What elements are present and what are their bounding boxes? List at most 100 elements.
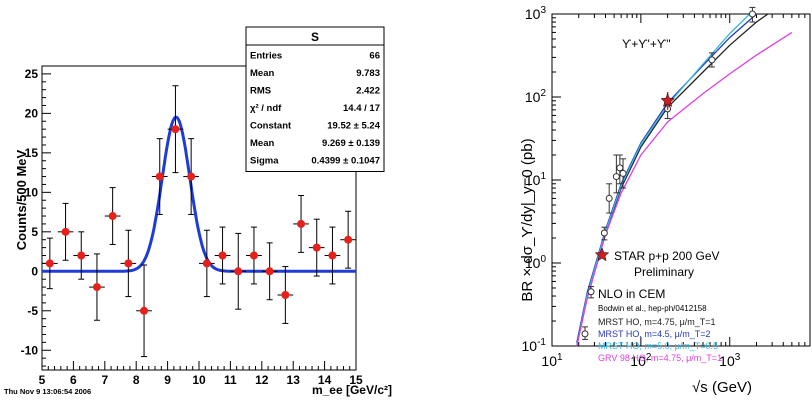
x-tick-exponent: 3 <box>735 352 741 363</box>
marker <box>312 243 321 252</box>
legend-reference: Bodwin et al., hep-ph/0412158 <box>598 304 707 313</box>
data-point <box>57 202 74 261</box>
plot-title: ϒ+ϒ'+ϒ'' <box>622 37 671 51</box>
y-tick-label: -5 <box>27 304 38 318</box>
x-tick-label: 9 <box>164 373 171 387</box>
marker <box>344 235 353 244</box>
theory-curve <box>576 14 751 346</box>
stats-value: 0.4399 ± 0.1047 <box>311 156 380 167</box>
legend-star-label: STAR p+p 200 GeV <box>614 249 720 263</box>
x-tick-label: 8 <box>133 373 140 387</box>
data-point <box>581 326 589 340</box>
gaussian-fit <box>42 115 356 273</box>
marker <box>612 173 620 181</box>
data-point <box>605 183 613 214</box>
x-tick-label: 103 <box>719 352 741 369</box>
data-point <box>261 242 278 301</box>
y-tick-label: 5 <box>31 225 38 239</box>
marker <box>281 290 290 299</box>
marker <box>187 172 196 181</box>
data-point <box>246 226 262 285</box>
data-point <box>167 85 184 174</box>
marker <box>171 125 180 134</box>
fit-curve <box>42 115 356 273</box>
data-point <box>708 52 716 68</box>
y-tick-label: 103 <box>525 5 547 22</box>
marker <box>124 259 133 268</box>
stats-value: 9.783 <box>356 68 380 79</box>
marker <box>155 172 164 181</box>
x-tick-exponent: 2 <box>646 352 652 363</box>
data-point <box>340 210 356 269</box>
stats-value: 2.422 <box>356 86 380 97</box>
data-points <box>42 85 356 358</box>
stats-box: S Entries 66 Mean 9.783 RMS 2.422 χ² / ndf 14.4 … <box>245 26 385 172</box>
world-data-points <box>581 6 756 340</box>
data-point <box>293 194 309 253</box>
stats-label: RMS <box>250 86 271 97</box>
marker <box>605 194 613 202</box>
marker <box>45 259 54 268</box>
y-tick-label: 25 <box>25 67 39 81</box>
stats-label: Entries <box>250 51 282 62</box>
left-axes: 5 6 7 8 9 10 11 12 13 14 15 -10 -5 0 5 10 15 20 25 <box>21 65 363 387</box>
x-axis-label: √s (GeV) <box>692 379 752 396</box>
x-tick-label: 6 <box>70 373 77 387</box>
y-tick-label: 0 <box>31 264 38 278</box>
marker <box>708 56 716 64</box>
stats-value: 19.52 ± 5.24 <box>327 121 380 132</box>
left-chart: 5 6 7 8 9 10 11 12 13 14 15 -10 -5 0 5 10 15 20 25 Counts/… <box>0 0 400 398</box>
data-point <box>120 229 137 298</box>
marker <box>616 164 624 172</box>
marker <box>587 288 595 296</box>
data-point <box>214 226 231 285</box>
y-tick-exponent: 2 <box>540 88 546 99</box>
data-point <box>136 264 152 358</box>
marker <box>265 267 274 276</box>
marker <box>234 267 243 276</box>
data-point <box>308 218 325 277</box>
star-point <box>660 91 675 110</box>
data-point <box>89 253 105 321</box>
stats-label: Constant <box>250 121 292 132</box>
y-tick-label: 20 <box>25 106 39 120</box>
marker <box>619 169 627 177</box>
y-tick-exponent: 0 <box>540 254 546 265</box>
marker <box>77 251 86 260</box>
x-tick-label: 7 <box>101 373 108 387</box>
stats-value: 14.4 / 17 <box>343 103 380 114</box>
stats-label: χ² / ndf <box>250 103 282 114</box>
y-tick-label: 102 <box>525 88 547 105</box>
data-point <box>42 237 58 290</box>
stats-value: 9.269 ± 0.139 <box>322 138 380 149</box>
data-point <box>104 187 121 245</box>
legend-entry: MRST HO, m=5.0, μ/m_T=0.5 <box>598 341 718 351</box>
marker <box>748 10 756 18</box>
data-point <box>619 158 627 189</box>
star-marker <box>660 93 675 108</box>
data-point <box>600 226 608 241</box>
stats-label: Sigma <box>250 156 279 167</box>
x-tick-label: 5 <box>39 373 46 387</box>
marker <box>108 212 117 221</box>
legend-entry: GRV 98 HO, m=4.75, μ/m_T=1 <box>598 353 722 363</box>
marker <box>92 283 101 292</box>
stats-label: Mean <box>250 138 274 149</box>
data-point <box>587 286 595 299</box>
marker <box>218 251 227 260</box>
data-point <box>277 266 294 324</box>
right-chart: 101 102 103 10-1 100 101 102 103 ϒ+ϒ'+ϒ'' BR × … <box>512 0 812 398</box>
y-tick-exponent: -1 <box>537 337 546 348</box>
data-point <box>199 229 215 298</box>
legend-star-sublabel: Preliminary <box>634 265 694 279</box>
data-point <box>324 226 341 285</box>
marker <box>202 259 211 268</box>
y-axis-label: BR × dσ_ϒ/dy|_y=0 (pb) <box>519 138 536 301</box>
marker <box>328 251 337 260</box>
x-tick-label: 13 <box>287 373 301 387</box>
stats-title: S <box>311 30 319 44</box>
x-tick-label: 11 <box>224 373 237 387</box>
data-point <box>612 154 620 194</box>
marker <box>600 229 608 237</box>
